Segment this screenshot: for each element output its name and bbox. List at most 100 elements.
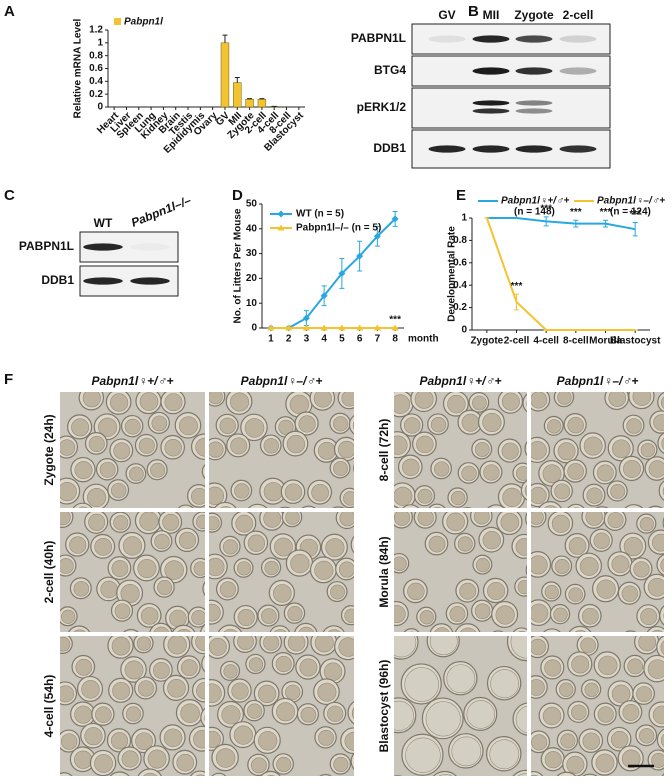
embryo-interior (596, 579, 616, 599)
y-tick-label: 0.8 (89, 50, 103, 61)
micrograph (531, 392, 664, 508)
embryo-interior (222, 539, 238, 555)
embryo-interior (446, 512, 465, 532)
embryo-interior (190, 488, 205, 505)
y-tick-label: 0 (97, 102, 103, 113)
y-tick-label: 0.8 (453, 235, 467, 246)
embryo-interior (60, 481, 77, 502)
x-tick-label: 4-cell (533, 336, 559, 347)
embryo (428, 503, 446, 508)
embryo-interior (660, 558, 664, 573)
embryo-interior (94, 754, 113, 773)
embryo (487, 504, 505, 508)
embryo (657, 432, 664, 454)
embryo-interior (526, 400, 527, 407)
marker (356, 324, 364, 331)
embryo-interior (611, 555, 630, 574)
marker (320, 292, 328, 300)
legend-label: WT (n = 5) (296, 209, 344, 220)
embryo-interior (233, 725, 253, 745)
panel-label: C (4, 187, 15, 204)
embryo-interior (176, 753, 195, 772)
embryo-interior (209, 516, 220, 531)
embryo-interior (231, 682, 249, 700)
embryo-interior (124, 418, 141, 435)
column-header: Pabpn1l♀–/♂+ (557, 374, 639, 388)
embryo-interior (433, 461, 450, 477)
y-tick-label: 0.6 (89, 63, 103, 74)
y-tick-label: 0 (461, 325, 467, 336)
micrograph (209, 506, 387, 632)
embryo-interior (489, 739, 520, 770)
embryo-interior (163, 728, 183, 748)
annotation: *** (629, 209, 641, 220)
series-line (486, 217, 636, 231)
embryo-interior (566, 755, 585, 774)
embryo-interior (598, 655, 618, 676)
embryo-interior (113, 515, 129, 531)
embryo-interior (367, 510, 384, 527)
blot-band (559, 145, 597, 153)
embryo (365, 632, 385, 652)
embryo (83, 777, 103, 784)
embryo-interior (495, 605, 515, 625)
embryo-interior (209, 730, 221, 748)
marker (267, 324, 275, 331)
error-bar (222, 34, 228, 43)
blot-band (428, 35, 466, 43)
embryo (68, 625, 91, 632)
embryo-interior (261, 608, 277, 624)
x-axis-label: month (408, 334, 439, 345)
embryo-interior (384, 779, 411, 784)
embryo-interior (394, 700, 414, 731)
embryo (319, 773, 332, 776)
embryo-interior (69, 536, 87, 554)
embryo-interior (219, 581, 237, 598)
micrograph (60, 392, 205, 508)
embryo-interior (343, 491, 354, 506)
blot-band (83, 277, 123, 285)
embryo-interior (531, 603, 549, 623)
embryo-interior (370, 391, 387, 408)
column-header: Pabpn1l♀+/♂+ (91, 374, 173, 388)
blot-column-label: Pabpn1l–/– (129, 193, 193, 230)
embryo-interior (554, 483, 571, 500)
embryo-interior (531, 441, 547, 460)
embryo-interior (251, 757, 267, 774)
embryo-interior (482, 531, 501, 550)
embryo-interior (394, 512, 411, 526)
blot-strip (79, 231, 179, 263)
embryo-interior (500, 513, 520, 532)
embryo-interior (290, 553, 310, 574)
embryo (492, 630, 504, 632)
x-tick-label: 3 (304, 334, 310, 345)
embryo-interior (583, 436, 603, 456)
embryo (522, 393, 527, 413)
annotation: *** (389, 315, 401, 326)
embryo-interior (475, 558, 490, 573)
blot-band (83, 243, 123, 251)
embryo-interior (94, 538, 113, 556)
x-tick-label: 8-cell (563, 336, 589, 347)
embryo-interior (193, 729, 205, 749)
embryo-interior (167, 679, 186, 698)
embryo-interior (402, 458, 420, 477)
embryo (217, 624, 243, 632)
embryo-interior (263, 438, 279, 454)
legend-label: Pabpn1l–/– (n = 5) (296, 223, 381, 234)
embryo (363, 506, 387, 530)
row-label: Blastocyst (96h) (377, 660, 391, 753)
embryo-interior (323, 662, 343, 681)
embryo-interior (517, 773, 527, 776)
micrograph (394, 392, 527, 508)
embryo-interior (581, 607, 599, 625)
embryo-interior (63, 775, 66, 776)
embryo-interior (487, 581, 506, 601)
embryo (171, 624, 196, 632)
embryo-interior (473, 512, 490, 525)
embryo-interior (542, 464, 562, 484)
x-tick-label: 8 (392, 334, 398, 345)
embryo-interior (647, 577, 664, 597)
embryo-interior (403, 417, 421, 434)
x-tick-label: Morula (589, 336, 622, 347)
